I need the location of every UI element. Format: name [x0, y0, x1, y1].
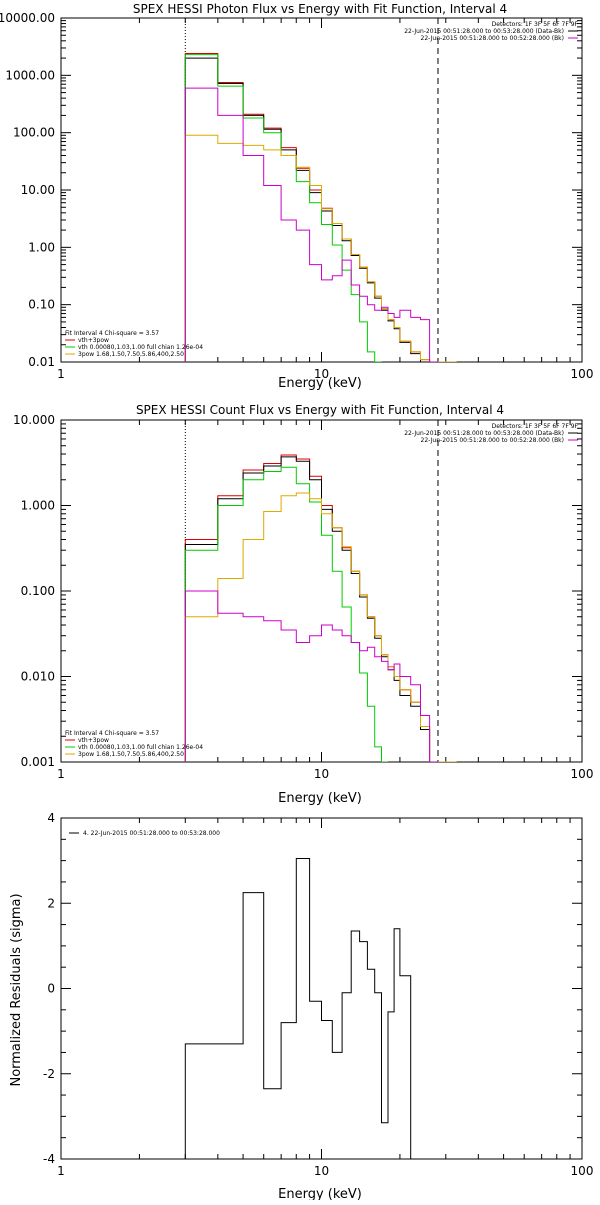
series-group — [184, 53, 457, 362]
y-tick-label: 0 — [47, 982, 55, 996]
photon-flux-xlabel: Energy (keV) — [278, 376, 362, 391]
photon-flux-title: SPEX HESSI Photon Flux vs Energy with Fi… — [133, 2, 507, 16]
count-flux-xlabel: Energy (keV) — [278, 791, 362, 806]
series-line-3 — [184, 492, 457, 762]
y-tick-label: 0.01 — [28, 355, 55, 369]
y-tick-label: 100.00 — [13, 126, 55, 140]
y-tick-label: 10000.00 — [0, 11, 55, 25]
legend-top-text: Detectors: 1F 3F 5F 6F 7F 9F — [492, 21, 579, 28]
series-line-2 — [184, 466, 388, 762]
y-tick-label: 0.10 — [28, 298, 55, 312]
legend-bottom-text: 3pow 1.68,1.50,7.50,5.86,400,2.50 — [78, 351, 184, 358]
x-tick-label: 10 — [314, 767, 329, 781]
legend-bottom-text: Fit Interval 4 Chi-square = 3.57 — [65, 330, 159, 337]
series-group — [184, 454, 457, 762]
residuals-xlabel: Energy (keV) — [278, 1187, 362, 1200]
legend-bottom-text: vth+3pow — [78, 337, 109, 344]
legend-bottom-text: 3pow 1.68,1.50,7.50,5.86,400,2.50 — [78, 751, 184, 758]
y-tick-label: 0.001 — [21, 755, 55, 769]
y-tick-label: 4 — [47, 811, 55, 825]
x-tick-label: 1 — [57, 367, 65, 381]
count-flux-title: SPEX HESSI Count Flux vs Energy with Fit… — [136, 403, 504, 417]
y-tick-label: 1.00 — [28, 240, 55, 254]
y-tick-label: 2 — [47, 896, 55, 910]
y-tick-label: 0.010 — [21, 670, 55, 684]
legend-text: 4. 22-Jun-2015 00:51:28.000 to 00:53:28.… — [83, 830, 220, 837]
series-line-0 — [184, 858, 412, 1159]
y-tick-label: 0.100 — [21, 584, 55, 598]
x-tick-label: 100 — [571, 1164, 594, 1178]
x-tick-label: 100 — [571, 367, 594, 381]
x-tick-label: 1 — [57, 1164, 65, 1178]
y-tick-label: 1.000 — [21, 499, 55, 513]
residuals-panel: Energy (keV) Normalized Residuals (sigma… — [9, 811, 594, 1202]
y-tick-label: 10.00 — [21, 183, 55, 197]
x-tick-label: 10 — [314, 367, 329, 381]
legend-bottom-text: vth 0.00080,1.03,1.00 full chian 1.26e-0… — [78, 344, 203, 351]
y-tick-label: 10.000 — [13, 413, 55, 427]
x-tick-label: 10 — [314, 1164, 329, 1178]
legend-top-text: 22-Jun-2015 00:51:28.000 to 00:52:28.000… — [421, 35, 564, 42]
legend-top-text: 22-Jun-2015 00:51:28.000 to 00:53:28.000… — [404, 430, 564, 437]
legend-bottom-text: vth+3pow — [78, 737, 109, 744]
series-group — [184, 858, 412, 1159]
y-tick-label: -4 — [43, 1152, 55, 1166]
legend-top-text: Detectors: 1F 3F 5F 6F 7F 9F — [492, 423, 579, 430]
legend-top-text: 22-Jun-2015 00:51:28.000 to 00:53:28.000… — [404, 28, 564, 35]
y-tick-label: -2 — [43, 1067, 55, 1081]
series-line-4 — [184, 87, 438, 362]
series-line-3 — [184, 134, 457, 362]
x-tick-label: 1 — [57, 767, 65, 781]
x-tick-label: 100 — [571, 767, 594, 781]
legend-top-text: 22-Jun-2015 00:51:28.000 to 00:52:28.000… — [421, 437, 564, 444]
count-flux-panel: SPEX HESSI Count Flux vs Energy with Fit… — [13, 403, 593, 806]
residuals-ylabel: Normalized Residuals (sigma) — [9, 893, 24, 1086]
legend-bottom-text: vth 0.00080,1.03,1.00 full chian 1.26e-0… — [78, 744, 203, 751]
series-line-4 — [184, 590, 438, 762]
y-tick-label: 1000.00 — [5, 68, 55, 82]
photon-flux-panel: SPEX HESSI Photon Flux vs Energy with Fi… — [0, 2, 593, 391]
legend-bottom-text: Fit Interval 4 Chi-square = 3.57 — [65, 730, 159, 737]
